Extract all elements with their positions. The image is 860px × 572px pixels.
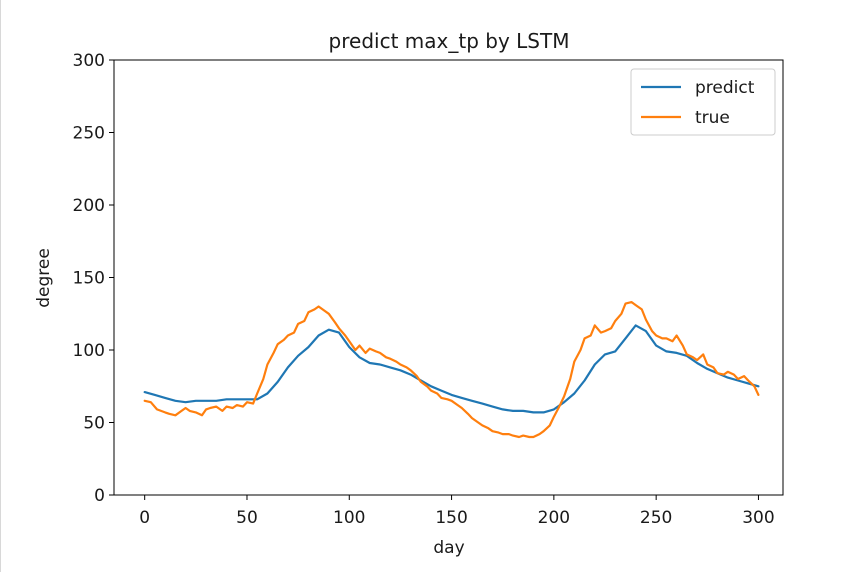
x-tick-label: 0 <box>139 508 150 528</box>
x-tick-label: 150 <box>435 508 467 528</box>
x-tick-label: 300 <box>742 508 774 528</box>
y-tick-label: 300 <box>73 51 105 71</box>
y-axis-label: degree <box>34 248 54 308</box>
y-tick-label: 150 <box>73 269 105 289</box>
y-tick-label: 250 <box>73 124 105 144</box>
legend-label-predict: predict <box>695 78 755 98</box>
chart-title: predict max_tp by LSTM <box>329 29 570 53</box>
x-axis-label: day <box>433 538 464 558</box>
x-tick-label: 200 <box>538 508 570 528</box>
plot-area: 0 50 100 150 200 250 300 0 50 100 150 200 250 300 <box>73 51 775 528</box>
x-tick-label: 50 <box>236 508 258 528</box>
y-tick-label: 100 <box>73 341 105 361</box>
legend-label-true: true <box>695 108 730 128</box>
series-line-predict <box>143 324 760 414</box>
series-line-true <box>143 301 760 439</box>
x-tick-label: 100 <box>333 508 365 528</box>
legend-box <box>630 68 776 136</box>
y-tick-label: 50 <box>83 414 105 434</box>
y-tick-label: 200 <box>73 196 105 216</box>
axes-frame <box>113 59 784 496</box>
y-tick-label: 0 <box>94 486 105 506</box>
legend: predict true <box>630 68 776 136</box>
x-tick-label: 250 <box>640 508 672 528</box>
